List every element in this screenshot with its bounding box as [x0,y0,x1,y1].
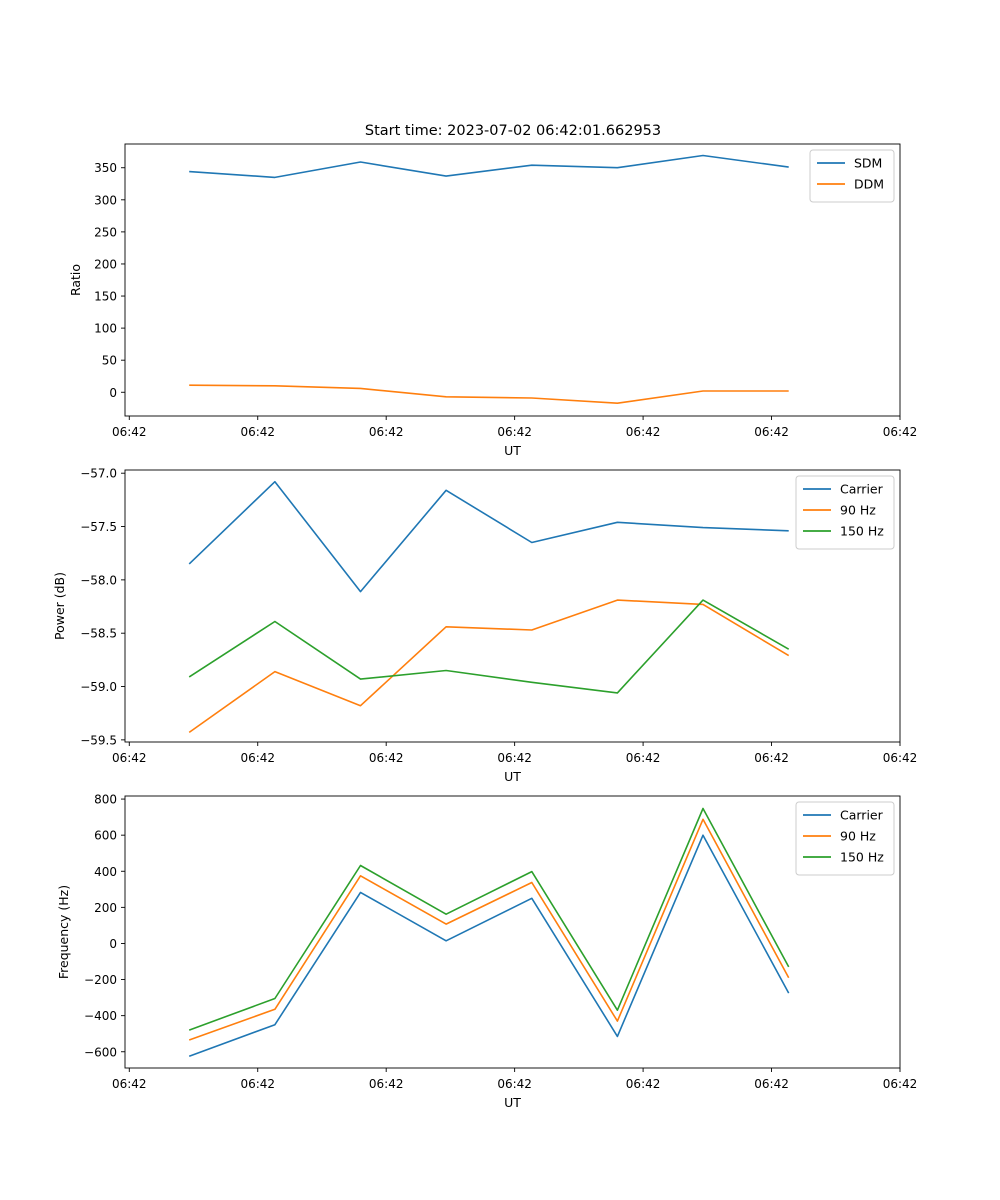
legend-label-carrier: Carrier [840,482,884,497]
y-axis-label: Ratio [68,264,83,296]
legend-label-sdm: SDM [854,156,882,171]
x-tick-label: 06:42 [497,425,532,439]
legend: Carrier 90 Hz 150 Hz [795,801,895,876]
y-axis-label: Power (dB) [52,572,67,640]
x-tick-label: 06:42 [883,425,918,439]
y-tick-label: 350 [94,161,117,175]
y-tick-label: 600 [94,829,117,843]
y-tick-label: 250 [94,225,117,239]
legend-label-carrier: Carrier [840,808,884,823]
legend-label-90-hz: 90 Hz [840,829,876,844]
y-tick-label: 0 [109,386,117,400]
x-tick-label: 06:42 [369,1077,404,1091]
x-axis-label: UT [504,443,521,458]
panel-ratio: 06:42 06:42 06:42 06:42 06:42 06:42 06:42 0 50 10… [68,143,918,458]
figure-title: Start time: 2023-07-02 06:42:01.662953 [365,123,661,139]
panel-power: 06:42 06:42 06:42 06:42 06:42 06:42 06:42 −59.5… [52,467,917,784]
y-tick-label: 100 [94,322,117,336]
x-tick-label: 06:42 [240,425,275,439]
x-axis-label: UT [504,1095,521,1110]
y-tick-label: −57.5 [80,520,117,534]
x-tick-label: 06:42 [369,425,404,439]
x-tick-label: 06:42 [112,1077,147,1091]
series-line-150-hz [188,599,790,694]
y-tick-label: 150 [94,290,117,304]
axes-frame [124,795,901,1069]
y-tick-label: −600 [84,1045,117,1059]
y-tick-label: 400 [94,865,117,879]
series-line-ddm [189,384,789,405]
legend-label-150-hz: 150 Hz [840,850,884,865]
x-tick-label: 06:42 [369,751,404,765]
series-line-90-hz [188,599,790,734]
y-tick-label: 200 [94,257,117,271]
x-tick-label: 06:42 [626,751,661,765]
x-tick-label: 06:42 [240,1077,275,1091]
y-tick-label: 800 [94,793,117,807]
x-tick-label: 06:42 [497,1077,532,1091]
legend-label-ddm: DDM [854,177,884,192]
panel-frequency: 06:42 06:42 06:42 06:42 06:42 06:42 06:42 −600 −… [56,793,917,1110]
y-tick-label: 0 [109,937,117,951]
x-tick-label: 06:42 [883,1077,918,1091]
axes-frame [124,469,901,743]
series-line-90-hz [188,818,790,1041]
series-line-sdm [189,154,789,179]
y-tick-label: −58.0 [80,573,117,587]
x-tick-label: 06:42 [112,751,147,765]
x-tick-label: 06:42 [240,751,275,765]
y-tick-label: −400 [84,1009,117,1023]
y-tick-label: −58.5 [80,627,117,641]
legend-label-90-hz: 90 Hz [840,503,876,518]
x-tick-label: 06:42 [883,751,918,765]
axes-frame [124,143,901,417]
y-tick-label: 200 [94,901,117,915]
x-tick-label: 06:42 [497,751,532,765]
y-tick-label: −59.5 [80,733,117,747]
y-axis-label: Frequency (Hz) [56,885,71,979]
y-tick-label: 300 [94,193,117,207]
y-tick-label: −57.0 [80,467,117,481]
legend: Carrier 90 Hz 150 Hz [795,475,895,550]
y-tick-label: 50 [102,354,117,368]
x-axis-label: UT [504,769,521,784]
series-line-carrier [188,834,790,1058]
legend-label-150-hz: 150 Hz [840,524,884,539]
x-tick-label: 06:42 [626,425,661,439]
y-tick-label: −59.0 [80,680,117,694]
x-tick-label: 06:42 [754,1077,789,1091]
x-tick-label: 06:42 [754,751,789,765]
series-line-carrier [188,480,789,593]
legend: SDM DDM [809,149,895,203]
y-tick-label: −200 [84,973,117,987]
x-tick-label: 06:42 [626,1077,661,1091]
series-line-150-hz [188,807,790,1031]
x-tick-label: 06:42 [754,425,789,439]
x-tick-label: 06:42 [112,425,147,439]
